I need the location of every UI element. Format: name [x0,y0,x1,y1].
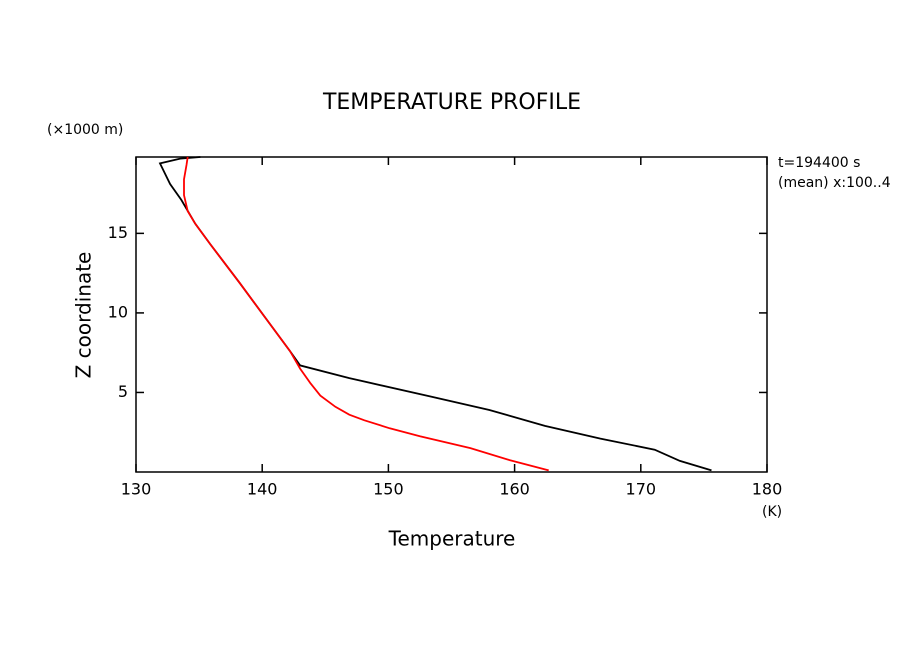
x-tick-label: 160 [499,480,530,499]
x-axis-label: Temperature [388,527,516,551]
x-unit: (K) [762,504,782,520]
profile-line [158,156,712,472]
x-tick-label: 180 [752,480,783,499]
y-axis-label: Z coordinate [72,252,96,379]
y-tick-label: 5 [118,382,128,401]
plot-frame [135,156,768,473]
y-tick-label: 10 [108,302,128,321]
x-tick-label: 170 [626,480,657,499]
x-tick-label: 140 [247,480,278,499]
y-tick-label: 15 [108,223,128,242]
annotation: (mean) x:100..4 [778,175,891,191]
chart-title: TEMPERATURE PROFILE [322,90,581,115]
x-tick-label: 150 [373,480,404,499]
profile-line [183,156,549,472]
y-unit: (×1000 m) [47,122,123,138]
annotation: t=194400 s [778,155,860,171]
x-tick-label: 130 [121,480,152,499]
